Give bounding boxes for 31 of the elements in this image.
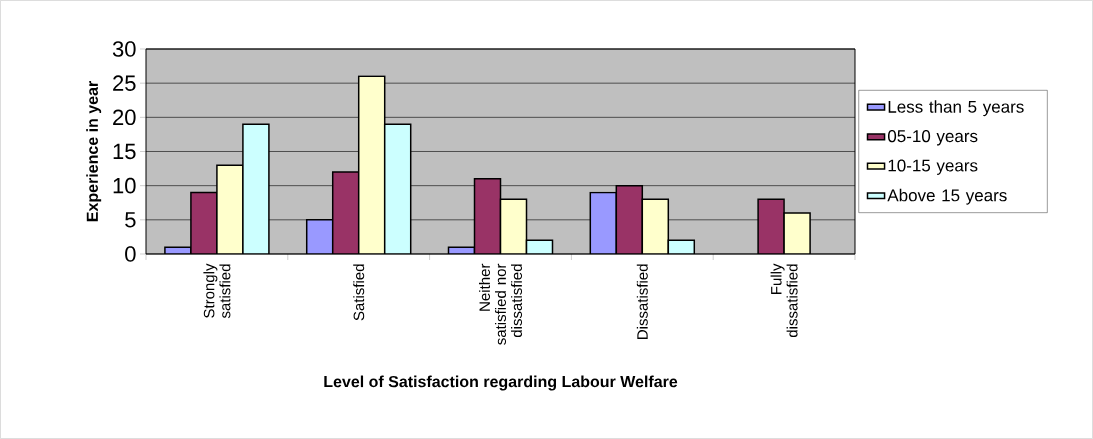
y-tick-label: 15 <box>113 143 136 160</box>
x-tick-label: Satisfied <box>353 264 365 321</box>
bar <box>615 184 644 254</box>
y-tick-label: 30 <box>112 41 136 57</box>
bar <box>357 75 386 254</box>
y-tick-label: 25 <box>113 75 136 91</box>
legend-label: Above 15 years <box>887 188 1007 205</box>
y-tick-label: 20 <box>113 109 136 126</box>
bar <box>641 198 670 254</box>
x-tick-label: Strongly satisfied <box>203 263 231 319</box>
x-tick-label: Neither satisfied nor dissatisfied <box>479 263 523 345</box>
x-tick-label: Dissatisfied <box>636 264 648 339</box>
bar <box>190 192 217 254</box>
y-tick-label: 5 <box>125 212 136 228</box>
bar <box>757 198 785 254</box>
bar <box>305 219 334 254</box>
legend-label: 10-15 years <box>888 159 978 175</box>
x-tick-label: Fully dissatisfied <box>770 263 798 338</box>
bar <box>473 178 502 254</box>
y-tick-label: 10 <box>113 177 136 194</box>
bar <box>331 171 360 254</box>
legend-label: 05-10 years <box>887 130 978 146</box>
legend-label: Less than 5 years <box>888 100 1024 117</box>
y-axis-title: Experience in year <box>86 81 102 222</box>
x-axis-title: Level of Satisfaction regarding Labour Welfare <box>324 375 678 391</box>
bar <box>589 191 618 254</box>
bar <box>216 165 243 254</box>
y-tick-label: 0 <box>125 246 136 262</box>
bar <box>499 198 528 254</box>
bar <box>383 123 412 254</box>
bar <box>242 124 269 254</box>
